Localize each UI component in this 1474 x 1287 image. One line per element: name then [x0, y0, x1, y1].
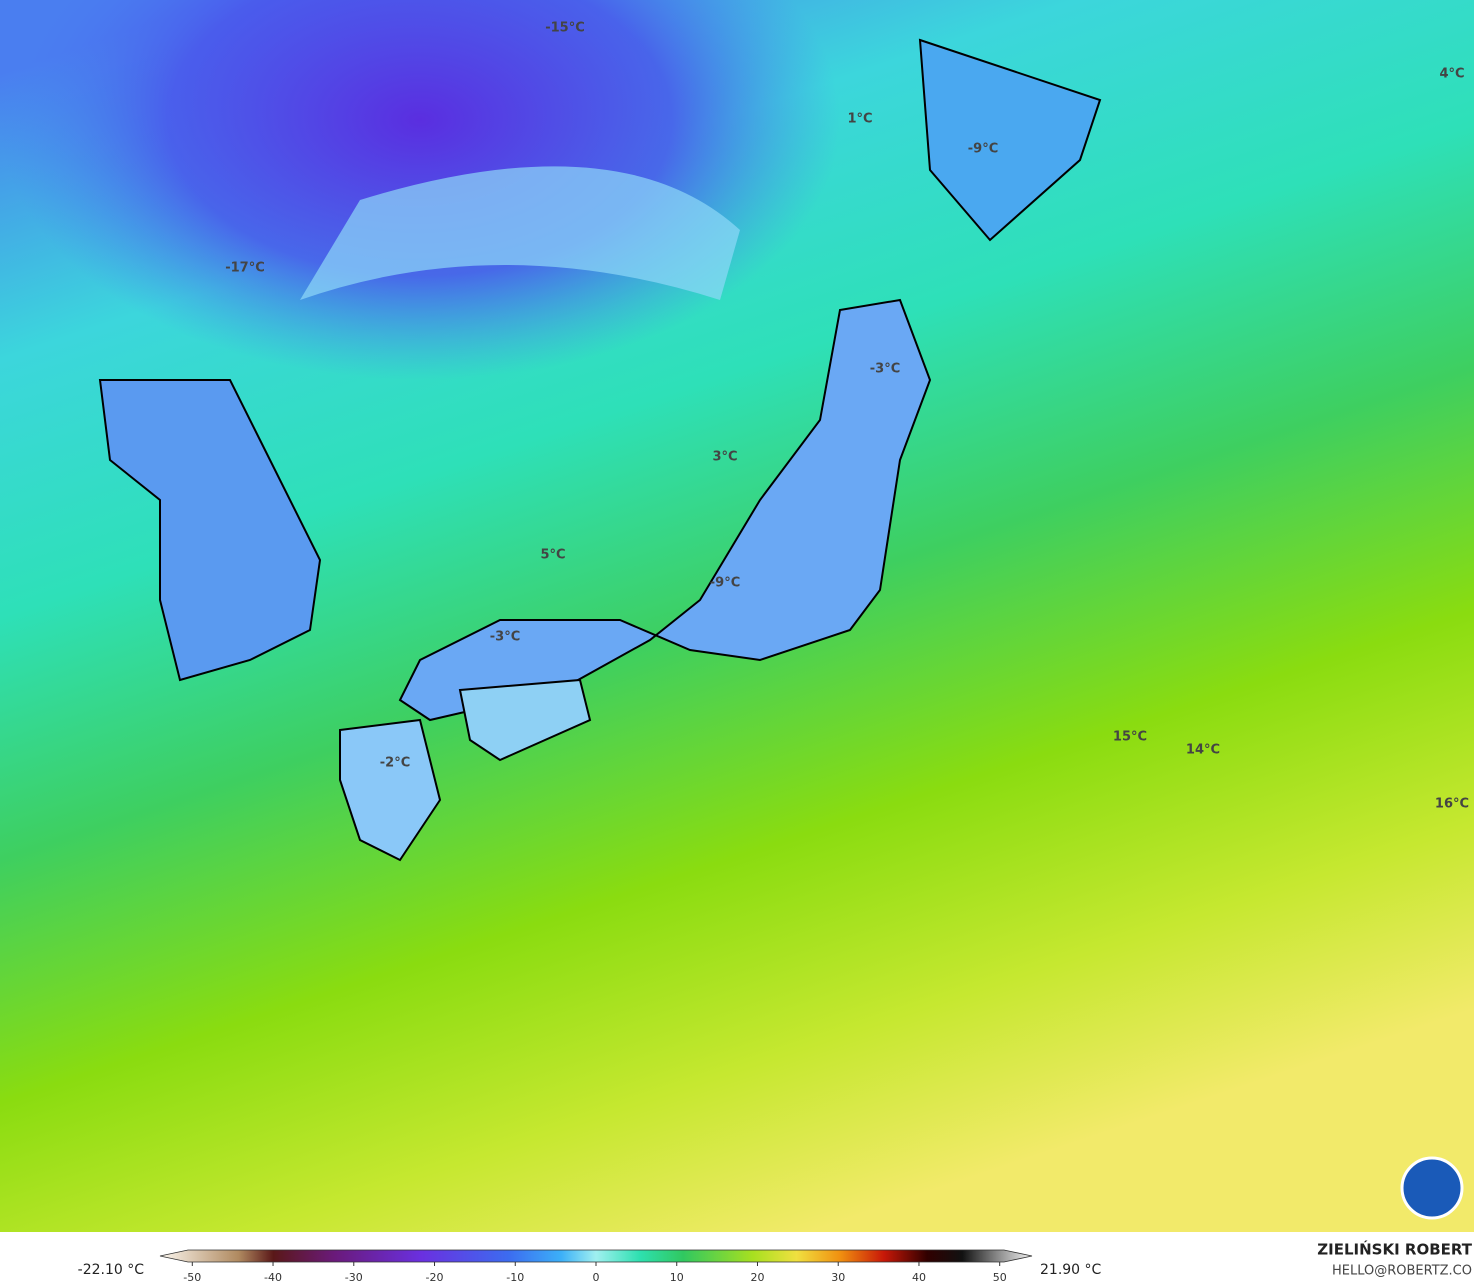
temperature-label: -17°C	[225, 261, 265, 276]
colorbar-tick-label: 0	[593, 1271, 600, 1284]
temperature-label: 15°C	[1113, 730, 1147, 745]
temperature-label: 4°C	[1439, 67, 1464, 82]
author: ZIELIŃSKI ROBERT	[1317, 1240, 1472, 1259]
temperature-label: 16°C	[1435, 797, 1469, 812]
contact: HELLO@ROBERTZ.CO	[1332, 1264, 1472, 1279]
temperature-label: -9°C	[968, 142, 998, 157]
temperature-label: -2°C	[380, 756, 410, 771]
hokkaido	[918, 38, 1102, 242]
colorbar-tick-label: -20	[426, 1271, 444, 1284]
kyushu	[339, 718, 442, 862]
colorbar-tick-label: -10	[506, 1271, 524, 1284]
cold-band	[300, 166, 740, 300]
colorbar-max: 21.90 °C	[1040, 1262, 1102, 1278]
colorbar-tick-label: 30	[831, 1271, 845, 1284]
colorbar-min: -22.10 °C	[78, 1262, 145, 1278]
temperature-label: -9°C	[710, 576, 740, 591]
korea	[98, 379, 322, 682]
colorbar-tick-label: 50	[993, 1271, 1007, 1284]
temperature-label: 14°C	[1186, 743, 1220, 758]
temperature-label: 5°C	[540, 548, 565, 563]
noaa-logo	[1400, 1156, 1464, 1220]
honshu	[398, 298, 932, 722]
temperature-label: -3°C	[490, 630, 520, 645]
colorbar	[159, 1249, 1033, 1263]
temperature-label: 1°C	[847, 112, 872, 127]
colorbar-tick-label: 20	[750, 1271, 764, 1284]
temperature-label: 3°C	[712, 450, 737, 465]
temperature-label: -15°C	[545, 21, 585, 36]
colorbar-tick-label: -50	[183, 1271, 201, 1284]
shikoku	[458, 678, 592, 762]
colorbar-tick-label: -40	[264, 1271, 282, 1284]
colorbar-tick-label: 40	[912, 1271, 926, 1284]
temperature-label: -3°C	[870, 362, 900, 377]
colorbar-tick-label: -30	[345, 1271, 363, 1284]
colorbar-tick-label: 10	[670, 1271, 684, 1284]
